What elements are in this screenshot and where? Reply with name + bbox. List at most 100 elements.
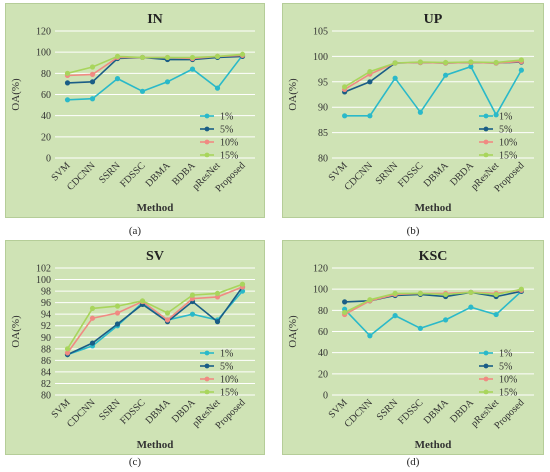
- y-tick-label: 80: [318, 306, 328, 317]
- legend-label: 5%: [499, 362, 512, 373]
- data-point: [443, 72, 449, 78]
- chart-title: IN: [147, 12, 163, 27]
- data-point: [468, 59, 474, 65]
- y-axis-label: OA(%): [10, 315, 22, 348]
- legend-label: 10%: [220, 138, 238, 149]
- y-tick-label: 82: [41, 379, 51, 390]
- legend-marker: [204, 152, 210, 158]
- y-tick-label: 100: [313, 285, 328, 296]
- y-tick-label: 90: [318, 103, 328, 114]
- y-tick-label: 98: [41, 287, 51, 298]
- data-point: [493, 291, 499, 298]
- panel-background: [5, 240, 265, 455]
- series-line: [344, 290, 522, 337]
- caption-c: (c): [128, 456, 142, 468]
- y-tick-label: 95: [318, 77, 328, 88]
- data-point: [89, 71, 96, 77]
- y-tick-label: 60: [318, 327, 328, 338]
- data-point: [342, 299, 348, 305]
- y-tick-label: 40: [318, 348, 328, 359]
- legend-marker: [204, 350, 210, 356]
- legend-marker: [483, 139, 489, 145]
- data-point: [443, 59, 449, 66]
- data-point: [239, 281, 246, 287]
- data-point: [64, 346, 71, 352]
- data-point: [367, 79, 373, 85]
- data-point: [417, 109, 423, 115]
- data-point: [114, 53, 121, 60]
- chart-svg-b: UP80859095100105OA(%)SVMCDCNNSRNNFDSSCDB…: [282, 3, 544, 218]
- y-tick-label: 80: [41, 391, 51, 402]
- y-tick-label: 0: [46, 154, 51, 165]
- y-tick-label: 84: [41, 367, 51, 378]
- legend-label: 15%: [220, 388, 238, 399]
- data-point: [214, 319, 221, 325]
- legend-marker: [204, 126, 210, 132]
- y-tick-label: 80: [41, 69, 51, 80]
- data-point: [139, 54, 146, 61]
- data-point: [493, 311, 499, 318]
- data-point: [89, 340, 96, 346]
- data-point: [392, 60, 398, 66]
- y-axis-label: OA(%): [10, 78, 22, 111]
- data-point: [114, 310, 121, 316]
- data-point: [89, 96, 96, 102]
- legend-marker: [483, 113, 489, 119]
- data-point: [239, 51, 246, 57]
- data-point: [89, 315, 96, 321]
- panel-background: [5, 3, 265, 218]
- y-tick-label: 100: [36, 48, 51, 59]
- data-point: [392, 75, 398, 81]
- data-point: [114, 303, 121, 309]
- data-point: [164, 310, 171, 316]
- series-line: [66, 286, 243, 354]
- data-point: [64, 80, 71, 86]
- data-point: [64, 70, 71, 76]
- y-tick-label: 85: [318, 128, 328, 139]
- y-tick-label: 94: [41, 310, 51, 321]
- y-tick-label: 120: [313, 264, 328, 275]
- y-tick-label: 105: [313, 27, 328, 38]
- legend-label: 5%: [220, 125, 233, 136]
- series-line: [67, 54, 244, 101]
- legend-marker: [483, 152, 489, 158]
- y-axis-label: OA(%): [287, 78, 299, 111]
- x-axis-label: Method: [415, 202, 452, 214]
- data-point: [417, 59, 423, 65]
- legend-marker: [483, 363, 489, 369]
- data-point: [89, 64, 96, 70]
- y-tick-label: 20: [41, 132, 51, 143]
- legend-marker: [204, 113, 210, 119]
- data-point: [89, 79, 96, 85]
- legend-marker: [204, 376, 210, 382]
- data-point: [189, 292, 196, 298]
- y-tick-label: 86: [41, 356, 51, 367]
- data-point: [392, 290, 398, 296]
- series-line: [67, 53, 243, 75]
- legend-label: 5%: [220, 362, 233, 373]
- legend-label: 10%: [220, 375, 238, 386]
- data-point: [164, 317, 171, 323]
- data-point: [189, 66, 196, 72]
- series-line: [344, 288, 522, 314]
- y-tick-label: 40: [41, 111, 51, 122]
- y-tick-label: 92: [41, 321, 51, 332]
- legend-marker: [483, 376, 489, 382]
- legend-label: 5%: [499, 125, 512, 136]
- data-point: [139, 298, 146, 304]
- data-point: [342, 84, 348, 90]
- data-point: [164, 54, 171, 61]
- panel-background: [282, 3, 544, 218]
- chart-svg-c: SV80828486889092949698100102OA(%)SVMCDCN…: [5, 240, 265, 455]
- legend-label: 1%: [220, 112, 233, 123]
- data-point: [493, 112, 499, 118]
- chart-panel-d: KSC 0 20 40 60 80 100 120 OA(%) SVM CDCNN SSRN FDSSC…: [282, 240, 544, 455]
- chart-panel-b: UP 80 85 90 95 100 105 OA(%) SVM CDCNN SRNN FDSSC DB…: [282, 3, 544, 218]
- data-point: [367, 113, 373, 119]
- data-point: [493, 59, 499, 66]
- caption-d: (d): [406, 456, 420, 468]
- data-point: [64, 97, 71, 103]
- y-tick-label: 102: [36, 264, 51, 275]
